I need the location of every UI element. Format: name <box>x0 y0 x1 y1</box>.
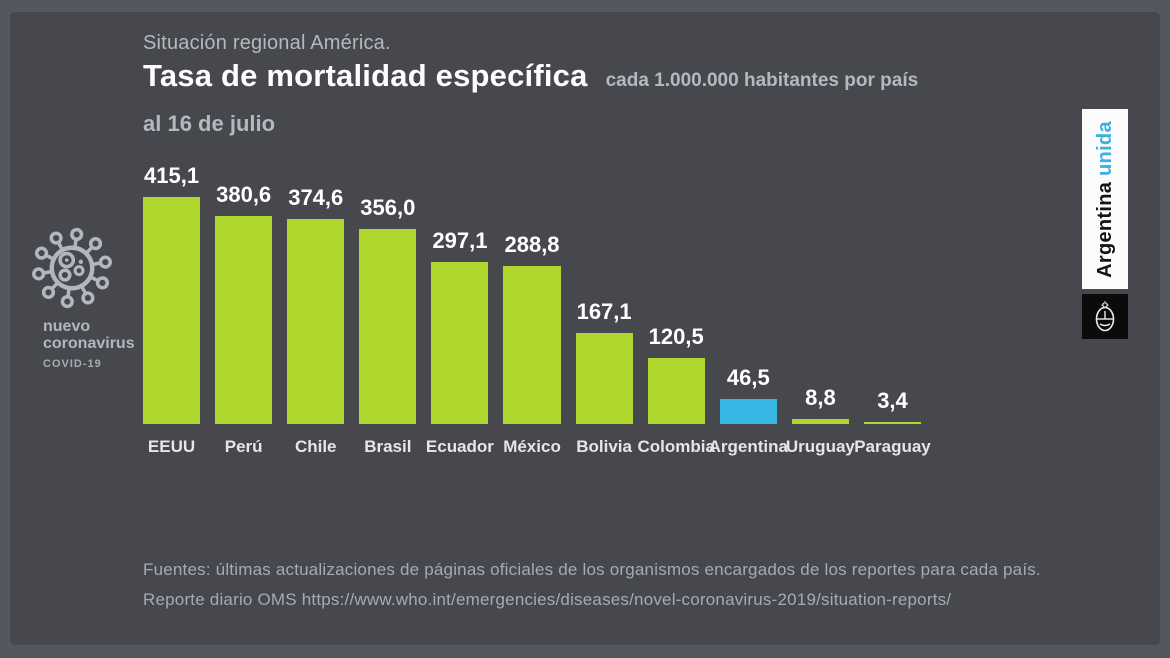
bar-value-label: 380,6 <box>216 181 272 207</box>
bar-value-label: 8,8 <box>805 385 836 411</box>
banner-text-unida: unida <box>1093 120 1116 176</box>
bar-brasil <box>359 229 417 424</box>
bar-chile <box>287 219 345 424</box>
covid-badge-label: nuevo coronavirus COVID-19 <box>43 318 135 370</box>
covid-label-line3: COVID-19 <box>43 358 102 370</box>
bar-column: 356,0 Brasil <box>359 154 417 456</box>
bar-column: 167,1 Bolivia <box>575 154 633 456</box>
bar-argentina <box>719 398 777 424</box>
coat-of-arms-badge <box>1082 294 1128 339</box>
sources-line2: Reporte diario OMS https://www.who.int/e… <box>143 590 952 609</box>
bar-column: 120,5 Colombia <box>637 154 714 456</box>
page-title: Tasa de mortalidad específica <box>143 58 588 93</box>
bar-value-label: 167,1 <box>576 298 632 324</box>
bar-column: 3,4 Paraguay <box>854 154 931 456</box>
bar-category-label: México <box>503 437 561 456</box>
bar-méxico <box>503 266 561 424</box>
covid-badge: nuevo coronavirus COVID-19 <box>21 224 135 370</box>
bar-value-label: 46,5 <box>726 364 770 390</box>
bar-category-label: Argentina <box>708 437 788 456</box>
argentina-unida-label: Argentina unida <box>1094 121 1117 278</box>
bar-value-label: 288,8 <box>504 232 560 258</box>
bar-ecuador <box>431 261 489 424</box>
bar-category-label: Brasil <box>364 437 412 456</box>
bar-category-label: Perú <box>224 437 263 456</box>
argentina-coat-of-arms-icon <box>1095 300 1115 331</box>
bar-colombia <box>647 358 705 424</box>
bar-bolivia <box>575 332 633 424</box>
bar-category-label: Uruguay <box>785 437 855 456</box>
bar-perú <box>215 215 273 424</box>
bar-column: 288,8 México <box>503 154 561 456</box>
covid-label-line1: nuevo <box>43 318 91 335</box>
bar-category-label: Paraguay <box>854 437 931 456</box>
bar-value-label: 415,1 <box>144 163 200 188</box>
bar-category-label: Ecuador <box>425 437 494 456</box>
banner-text-argentina: Argentina <box>1093 181 1116 278</box>
coronavirus-icon <box>32 227 112 309</box>
sources-line1: Fuentes: últimas actualizaciones de pági… <box>143 560 1041 579</box>
main-panel: Situación regional América. Tasa de mort… <box>10 12 1160 645</box>
bar-category-label: EEUU <box>147 437 196 456</box>
bar-paraguay <box>863 422 922 424</box>
bar-value-label: 374,6 <box>288 185 344 211</box>
bar-column: 415,1 EEUU <box>143 154 201 456</box>
argentina-unida-banner: Argentina unida <box>1082 109 1128 289</box>
bar-category-label: Bolivia <box>576 437 632 456</box>
title-row: Tasa de mortalidad específica cada 1.000… <box>143 58 918 94</box>
bar-column: 374,6 Chile <box>287 154 345 456</box>
bar-category-label: Chile <box>294 437 337 456</box>
bar-chart: 415,1 EEUU 380,6 Perú 374,6 Chile 356,0 Brasil 2… <box>143 154 931 457</box>
bar-value-label: 120,5 <box>648 324 704 350</box>
sources-block: Fuentes: últimas actualizaciones de pági… <box>143 555 1073 615</box>
chart-kicker: Situación regional América. <box>143 32 391 54</box>
bar-value-label: 3,4 <box>877 388 908 413</box>
chart-date: al 16 de julio <box>143 111 276 136</box>
bar-value-label: 297,1 <box>432 227 488 253</box>
bar-value-label: 356,0 <box>360 195 416 221</box>
bar-category-label: Colombia <box>637 437 715 456</box>
bar-column: 8,8 Uruguay <box>786 154 855 456</box>
bar-eeuu <box>143 197 201 424</box>
bar-column: 380,6 Perú <box>215 154 273 456</box>
bar-column: 297,1 Ecuador <box>426 154 494 457</box>
covid-label-line2: coronavirus <box>43 335 135 352</box>
bar-column: 46,5 Argentina <box>709 154 788 456</box>
bar-uruguay <box>791 419 849 424</box>
title-unit-note: cada 1.000.000 habitantes por país <box>605 70 919 91</box>
